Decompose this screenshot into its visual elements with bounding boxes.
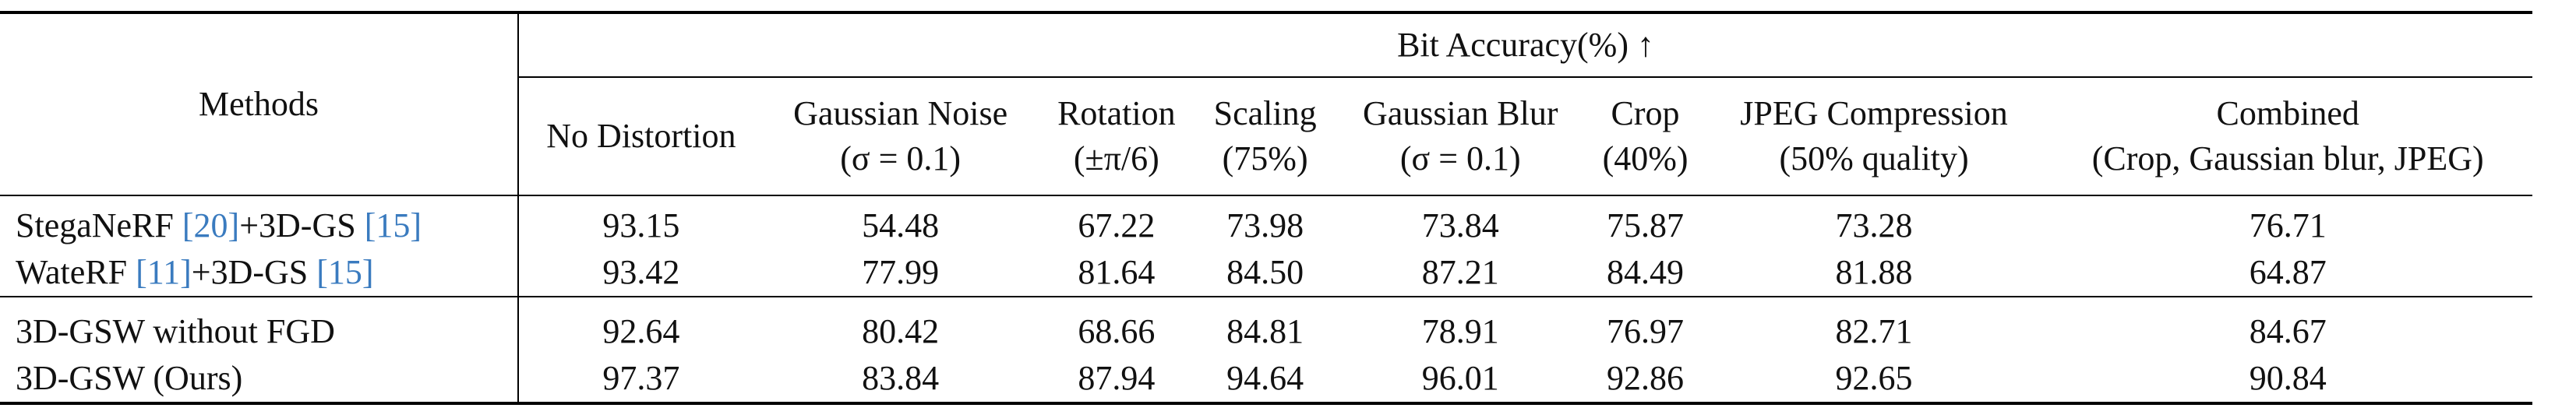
value-cell: 81.88 — [1835, 253, 1913, 291]
method-cell: WateRF [11]+3D-GS [15] — [0, 249, 520, 297]
results-table: Methods Bit Accuracy(%) ↑ No Distortion … — [0, 11, 2532, 405]
value-cell: 68.66 — [1037, 296, 1196, 355]
value-cell: 83.84 — [763, 355, 1038, 405]
col-header-no-distortion: No Distortion — [546, 117, 736, 155]
value-cell: 84.49 — [1607, 253, 1685, 291]
method-cell: 3D-GSW (Ours) — [0, 355, 520, 405]
method-cell: 3D-GSW without FGD — [0, 296, 520, 355]
value-cell: 67.22 — [1037, 195, 1196, 249]
header-row-columns: No Distortion Gaussian Noise (σ = 0.1) Ro… — [0, 77, 2532, 195]
col-header-crop: Crop (40%) — [1602, 94, 1689, 178]
value-cell: 92.64 — [518, 296, 764, 355]
value-cell: 84.67 — [2043, 296, 2532, 355]
value-cell: 87.94 — [1037, 355, 1196, 405]
table-row: StegaNeRF [20]+3D-GS [15] 93.15 54.48 67… — [0, 195, 2532, 249]
value-cell: 92.65 — [1704, 355, 2044, 405]
value-cell: 84.50 — [1226, 253, 1304, 291]
col-header-gaussian-blur: Gaussian Blur (σ = 0.1) — [1362, 94, 1558, 178]
value-cell: 64.87 — [2249, 253, 2327, 291]
value-cell: 81.64 — [1078, 253, 1156, 291]
value-cell: 77.99 — [862, 253, 940, 291]
value-cell: 76.97 — [1586, 296, 1705, 355]
method-cell: StegaNeRF [20]+3D-GS [15] — [0, 195, 520, 249]
value-cell: 73.28 — [1704, 195, 2044, 249]
value-cell: 92.86 — [1586, 355, 1705, 405]
col-header-scaling: Scaling (75%) — [1213, 94, 1317, 178]
value-cell: 84.81 — [1195, 296, 1336, 355]
table-row: 3D-GSW without FGD 92.64 80.42 68.66 84.… — [0, 296, 2532, 355]
value-cell: 97.37 — [518, 355, 764, 405]
value-cell: 54.48 — [763, 195, 1038, 249]
value-cell: 93.42 — [602, 253, 680, 291]
table-row: 3D-GSW (Ours) 97.37 83.84 87.94 94.64 96… — [0, 355, 2532, 405]
bit-accuracy-header: Bit Accuracy(%) ↑ — [518, 11, 2532, 78]
value-cell: 94.64 — [1195, 355, 1336, 405]
value-cell: 75.87 — [1586, 195, 1705, 249]
value-cell: 93.15 — [518, 195, 764, 249]
value-cell: 76.71 — [2043, 195, 2532, 249]
value-cell: 90.84 — [2043, 355, 2532, 405]
value-cell: 82.71 — [1704, 296, 2044, 355]
value-cell: 87.21 — [1421, 253, 1499, 291]
value-cell: 96.01 — [1335, 355, 1586, 405]
table-row: WateRF [11]+3D-GS [15] 93.42 77.99 81.64… — [0, 249, 2532, 297]
value-cell: 78.91 — [1335, 296, 1586, 355]
value-cell: 73.98 — [1195, 195, 1336, 249]
col-header-rotation: Rotation (±π/6) — [1057, 94, 1176, 178]
col-header-jpeg: JPEG Compression (50% quality) — [1740, 94, 2008, 178]
value-cell: 73.84 — [1335, 195, 1586, 249]
col-header-combined: Combined (Crop, Gaussian blur, JPEG) — [2091, 94, 2484, 178]
col-header-gaussian-noise: Gaussian Noise (σ = 0.1) — [793, 94, 1008, 178]
header-row-group: Methods Bit Accuracy(%) ↑ — [0, 11, 2532, 195]
methods-header: Methods — [0, 11, 520, 195]
value-cell: 80.42 — [763, 296, 1038, 355]
